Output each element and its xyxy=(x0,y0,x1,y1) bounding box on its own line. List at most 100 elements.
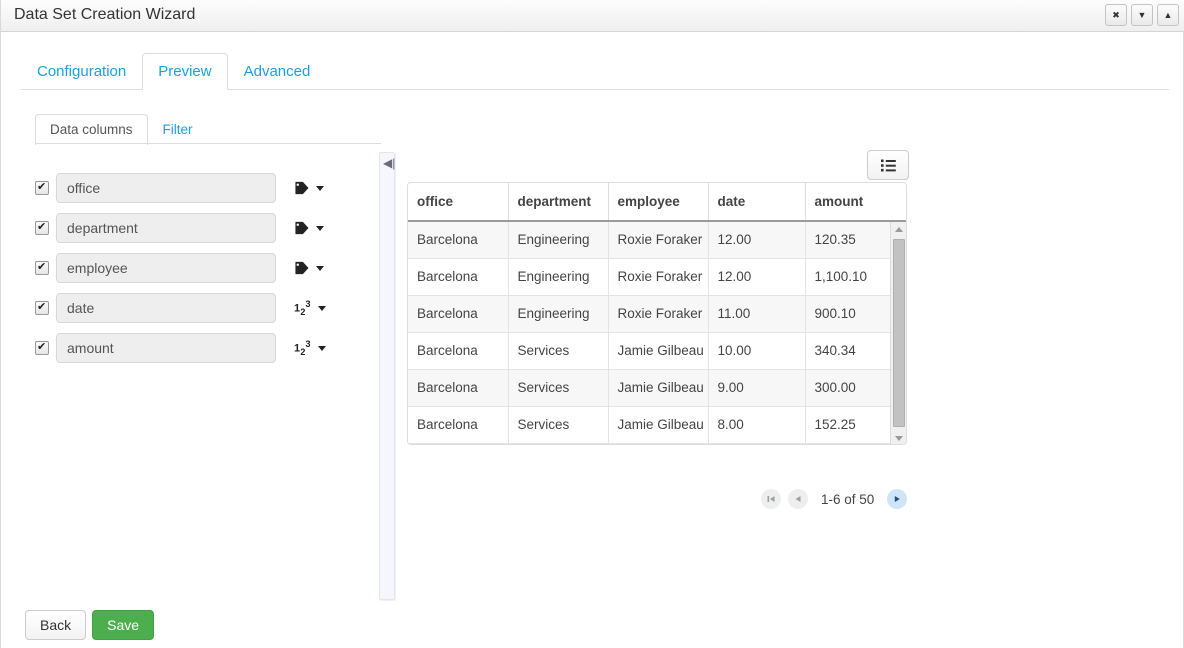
column-row-employee xyxy=(35,248,381,288)
column-header-office[interactable]: office xyxy=(408,183,509,222)
cell-amount: 340.34 xyxy=(805,332,906,370)
dialog-footer: Back Save xyxy=(25,610,155,640)
column-header-department[interactable]: department xyxy=(508,183,609,222)
column-name-input-employee[interactable] xyxy=(56,253,276,283)
cell-office: Barcelona xyxy=(408,406,509,444)
cell-department: Services xyxy=(508,369,609,407)
column-checkbox-employee[interactable] xyxy=(35,260,49,275)
column-picker-button[interactable] xyxy=(867,150,909,180)
scrollbar-thumb[interactable] xyxy=(893,239,905,427)
cell-date: 8.00 xyxy=(708,406,806,444)
cell-employee: Roxie Foraker xyxy=(608,221,709,259)
back-button[interactable]: Back xyxy=(25,610,87,640)
window-controls: ✖ ▼ ▲ xyxy=(1105,4,1179,26)
panel-splitter[interactable]: ◀| xyxy=(379,152,395,600)
chevron-down-icon xyxy=(317,305,326,311)
tab-data-columns[interactable]: Data columns xyxy=(35,113,148,145)
column-name-input-office[interactable] xyxy=(56,173,276,203)
pager-range-label: 1-6 of 50 xyxy=(821,491,875,507)
tab-preview[interactable]: Preview xyxy=(142,53,228,90)
cell-office: Barcelona xyxy=(408,258,509,296)
tab-advanced[interactable]: Advanced xyxy=(243,63,311,80)
collapse-left-icon[interactable]: ◀| xyxy=(383,156,396,170)
scroll-up-icon[interactable] xyxy=(891,222,906,237)
grid-vertical-scrollbar[interactable] xyxy=(890,222,906,444)
column-name-input-date[interactable] xyxy=(56,293,276,323)
cell-amount: 152.25 xyxy=(805,406,906,444)
tab-configuration[interactable]: Configuration xyxy=(37,63,127,80)
column-type-dropdown-date[interactable]: 123 xyxy=(294,298,326,317)
cell-amount: 300.00 xyxy=(805,369,906,407)
next-page-button[interactable] xyxy=(887,489,908,509)
column-checkbox-amount[interactable] xyxy=(35,340,49,355)
scroll-down-icon[interactable] xyxy=(891,431,906,444)
column-type-dropdown-office[interactable] xyxy=(294,181,324,195)
column-list: 123 123 xyxy=(35,168,381,368)
cell-employee: Roxie Foraker xyxy=(608,258,709,296)
chevron-down-icon xyxy=(316,185,324,191)
number-123-icon: 123 xyxy=(294,338,311,357)
column-row-amount: 123 xyxy=(35,328,381,368)
chevron-down-icon xyxy=(316,265,324,271)
minimize-button[interactable]: ▼ xyxy=(1131,4,1153,26)
cell-department: Services xyxy=(508,406,609,444)
cell-department: Engineering xyxy=(508,221,609,259)
cell-department: Engineering xyxy=(508,295,609,333)
chevron-down-icon xyxy=(316,225,324,231)
cell-date: 12.00 xyxy=(708,221,806,259)
grid-toolbar xyxy=(867,150,909,180)
list-icon xyxy=(880,159,896,171)
column-header-date[interactable]: date xyxy=(708,183,806,222)
column-checkbox-office[interactable] xyxy=(35,180,49,195)
window-title: Data Set Creation Wizard xyxy=(14,6,196,23)
close-button[interactable]: ✖ xyxy=(1105,4,1127,26)
column-checkbox-date[interactable] xyxy=(35,300,49,315)
column-type-dropdown-employee[interactable] xyxy=(294,261,324,275)
column-name-input-amount[interactable] xyxy=(56,333,276,363)
tag-icon xyxy=(295,181,309,195)
table-row[interactable]: Barcelona Services Jamie Gilbeau 9.00 30… xyxy=(408,369,906,407)
save-button[interactable]: Save xyxy=(92,610,155,640)
first-page-icon xyxy=(767,496,775,502)
column-header-employee[interactable]: employee xyxy=(608,183,709,222)
column-type-dropdown-department[interactable] xyxy=(294,221,324,235)
cell-department: Engineering xyxy=(508,258,609,296)
cell-amount: 1,100.10 xyxy=(805,258,906,296)
cell-date: 11.00 xyxy=(708,295,806,333)
table-row[interactable]: Barcelona Engineering Roxie Foraker 12.0… xyxy=(408,258,906,296)
preview-data-grid: office department employee date amount B… xyxy=(407,182,907,445)
column-checkbox-department[interactable] xyxy=(35,220,49,235)
tab-filter[interactable]: Filter xyxy=(162,121,193,137)
maximize-button[interactable]: ▲ xyxy=(1157,4,1179,26)
cell-employee: Jamie Gilbeau xyxy=(608,332,709,370)
cell-date: 12.00 xyxy=(708,258,806,296)
first-page-button[interactable] xyxy=(761,489,781,509)
cell-employee: Jamie Gilbeau xyxy=(608,369,709,407)
cell-date: 10.00 xyxy=(708,332,806,370)
cell-office: Barcelona xyxy=(408,295,509,333)
table-body: Barcelona Engineering Roxie Foraker 12.0… xyxy=(408,221,906,444)
column-header-amount[interactable]: amount xyxy=(805,183,906,222)
cell-employee: Jamie Gilbeau xyxy=(608,406,709,444)
table-row[interactable]: Barcelona Services Jamie Gilbeau 8.00 15… xyxy=(408,406,906,444)
table-row[interactable]: Barcelona Services Jamie Gilbeau 10.00 3… xyxy=(408,332,906,370)
column-row-department xyxy=(35,208,381,248)
cell-office: Barcelona xyxy=(408,369,509,407)
cell-date: 9.00 xyxy=(708,369,806,407)
table-row[interactable]: Barcelona Engineering Roxie Foraker 11.0… xyxy=(408,295,906,333)
table-row[interactable]: Barcelona Engineering Roxie Foraker 12.0… xyxy=(408,221,906,259)
column-type-dropdown-amount[interactable]: 123 xyxy=(294,338,326,357)
table-header-row: office department employee date amount xyxy=(408,183,906,222)
number-123-icon: 123 xyxy=(294,298,311,317)
column-row-date: 123 xyxy=(35,288,381,328)
previous-page-button[interactable] xyxy=(788,489,808,509)
cell-office: Barcelona xyxy=(408,221,509,259)
previous-page-icon xyxy=(795,496,801,502)
cell-employee: Roxie Foraker xyxy=(608,295,709,333)
chevron-down-icon xyxy=(317,345,326,351)
tag-icon xyxy=(295,221,309,235)
tag-icon xyxy=(295,261,309,275)
next-page-icon xyxy=(895,496,901,502)
column-row-office xyxy=(35,168,381,208)
column-name-input-department[interactable] xyxy=(56,213,276,243)
